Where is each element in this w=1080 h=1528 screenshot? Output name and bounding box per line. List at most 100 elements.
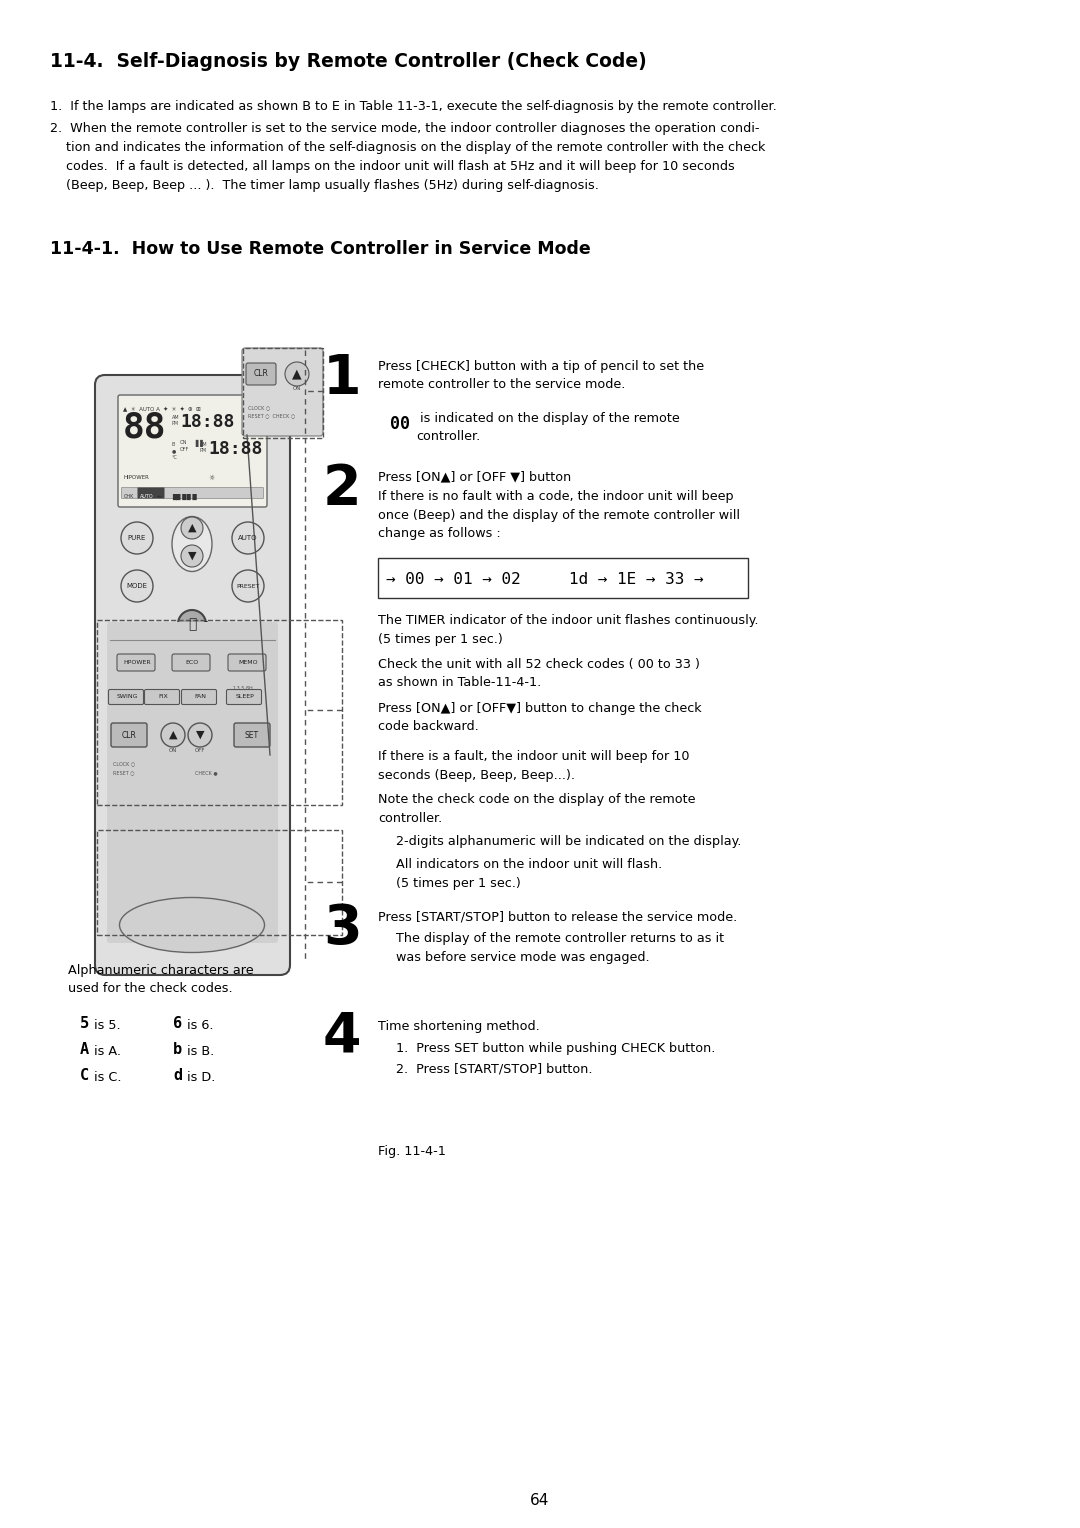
Text: FIX: FIX: [158, 695, 167, 700]
Text: ON: ON: [293, 387, 301, 391]
Text: ▐▐: ▐▐: [192, 440, 203, 448]
Text: 2: 2: [323, 461, 362, 516]
Text: 00: 00: [390, 416, 410, 432]
Text: Press [CHECK] button with a tip of pencil to set the
remote controller to the se: Press [CHECK] button with a tip of penci…: [378, 361, 704, 391]
Text: A: A: [80, 1042, 90, 1057]
Text: 1.  Press SET button while pushing CHECK button.: 1. Press SET button while pushing CHECK …: [396, 1042, 715, 1054]
FancyBboxPatch shape: [137, 487, 164, 498]
Text: 5: 5: [80, 1016, 90, 1031]
Text: 1,3,5,8H: 1,3,5,8H: [232, 686, 253, 691]
Text: is D.: is D.: [187, 1071, 215, 1083]
Text: Fig. 11-4-1: Fig. 11-4-1: [378, 1144, 446, 1158]
Text: If there is a fault, the indoor unit will beep for 10
seconds (Beep, Beep, Beep.: If there is a fault, the indoor unit wil…: [378, 750, 689, 781]
Text: 18:88: 18:88: [208, 440, 262, 458]
Text: FAN: FAN: [194, 695, 206, 700]
Text: 2.  When the remote controller is set to the service mode, the indoor controller: 2. When the remote controller is set to …: [50, 122, 766, 193]
Text: All indicators on the indoor unit will flash.
(5 times per 1 sec.): All indicators on the indoor unit will f…: [396, 859, 662, 889]
Text: 2-digits alphanumeric will be indicated on the display.: 2-digits alphanumeric will be indicated …: [396, 834, 741, 848]
Text: AM
PM: AM PM: [200, 442, 207, 454]
Text: PURE: PURE: [127, 535, 146, 541]
FancyBboxPatch shape: [227, 689, 261, 704]
FancyBboxPatch shape: [145, 689, 179, 704]
Text: Note the check code on the display of the remote
controller.: Note the check code on the display of th…: [378, 793, 696, 825]
Text: 11-4.  Self-Diagnosis by Remote Controller (Check Code): 11-4. Self-Diagnosis by Remote Controlle…: [50, 52, 647, 70]
Text: CLR: CLR: [122, 730, 136, 740]
Text: is B.: is B.: [187, 1045, 214, 1057]
Circle shape: [181, 545, 203, 567]
Text: OFF: OFF: [194, 747, 205, 752]
Text: is indicated on the display of the remote
controller.: is indicated on the display of the remot…: [416, 413, 679, 443]
Text: 18:88: 18:88: [180, 413, 234, 431]
Text: ◄►: ◄►: [156, 494, 163, 500]
Text: CLOCK ○: CLOCK ○: [248, 405, 270, 410]
Text: MEMO: MEMO: [239, 660, 258, 665]
Circle shape: [232, 523, 264, 555]
Text: RESET ○: RESET ○: [113, 770, 135, 775]
Text: 1.  If the lamps are indicated as shown B to E in Table 11-3-1, execute the self: 1. If the lamps are indicated as shown B…: [50, 99, 777, 113]
Text: ON: ON: [168, 747, 177, 752]
Text: → 00 → 01 → 02     1d → 1E → 33 →: → 00 → 01 → 02 1d → 1E → 33 →: [386, 573, 704, 587]
Text: AUTO: AUTO: [140, 494, 153, 500]
FancyBboxPatch shape: [118, 396, 267, 507]
Text: ▲: ▲: [168, 730, 177, 740]
Text: is 6.: is 6.: [187, 1019, 214, 1031]
Text: ▲: ▲: [293, 368, 301, 380]
FancyBboxPatch shape: [121, 487, 264, 498]
Text: Check the unit with all 52 check codes ( 00 to 33 )
as shown in Table-11-4-1.: Check the unit with all 52 check codes (…: [378, 659, 700, 689]
Text: HIPOWER: HIPOWER: [123, 475, 149, 480]
Text: HPOWER: HPOWER: [123, 660, 151, 665]
FancyBboxPatch shape: [111, 723, 147, 747]
Text: If there is no fault with a code, the indoor unit will beep
once (Beep) and the : If there is no fault with a code, the in…: [378, 490, 740, 539]
Text: 4: 4: [323, 1010, 362, 1063]
Circle shape: [285, 362, 309, 387]
Text: The display of the remote controller returns to as it
was before service mode wa: The display of the remote controller ret…: [396, 932, 724, 964]
FancyBboxPatch shape: [234, 723, 270, 747]
Circle shape: [178, 610, 206, 639]
Circle shape: [203, 620, 210, 626]
Text: Alphanumeric characters are
used for the check codes.: Alphanumeric characters are used for the…: [68, 964, 254, 996]
Text: 64: 64: [530, 1493, 550, 1508]
Text: 88: 88: [123, 410, 166, 445]
Text: C: C: [80, 1068, 90, 1083]
Ellipse shape: [172, 516, 212, 571]
Text: Time shortening method.: Time shortening method.: [378, 1021, 540, 1033]
Text: 6: 6: [173, 1016, 183, 1031]
FancyBboxPatch shape: [172, 654, 210, 671]
Text: CHK: CHK: [124, 494, 134, 500]
Text: ☼: ☼: [208, 475, 214, 481]
Text: The TIMER indicator of the indoor unit flashes continuously.
(5 times per 1 sec.: The TIMER indicator of the indoor unit f…: [378, 614, 758, 645]
FancyBboxPatch shape: [242, 348, 323, 435]
Text: 1: 1: [323, 351, 362, 406]
Text: ▼: ▼: [195, 730, 204, 740]
Text: RESET ○  CHECK ○: RESET ○ CHECK ○: [248, 413, 295, 419]
Circle shape: [188, 723, 212, 747]
Text: MODE: MODE: [126, 584, 148, 588]
Text: CHECK ●: CHECK ●: [195, 770, 218, 775]
Text: ▼: ▼: [188, 552, 197, 561]
Circle shape: [181, 516, 203, 539]
Circle shape: [161, 723, 185, 747]
Text: ON
OFF: ON OFF: [180, 440, 189, 452]
Text: SWING: SWING: [117, 695, 138, 700]
Text: PRESET: PRESET: [237, 584, 259, 588]
Text: 11-4-1.  How to Use Remote Controller in Service Mode: 11-4-1. How to Use Remote Controller in …: [50, 240, 591, 258]
Text: 3: 3: [323, 902, 362, 957]
Text: ▲: ▲: [188, 523, 197, 533]
Text: Press [ON▲] or [OFF▼] button to change the check
code backward.: Press [ON▲] or [OFF▼] button to change t…: [378, 701, 702, 733]
Text: Press [START/STOP] button to release the service mode.: Press [START/STOP] button to release the…: [378, 911, 738, 923]
Ellipse shape: [120, 897, 265, 952]
FancyBboxPatch shape: [108, 689, 144, 704]
Text: d: d: [173, 1068, 183, 1083]
FancyBboxPatch shape: [378, 558, 748, 597]
Text: AM
PM: AM PM: [172, 416, 179, 426]
Circle shape: [121, 570, 153, 602]
Text: is C.: is C.: [94, 1071, 121, 1083]
FancyBboxPatch shape: [181, 689, 216, 704]
Text: b: b: [173, 1042, 183, 1057]
Circle shape: [232, 570, 264, 602]
Text: AUTO: AUTO: [239, 535, 258, 541]
FancyBboxPatch shape: [228, 654, 266, 671]
Text: 2.  Press [START/STOP] button.: 2. Press [START/STOP] button.: [396, 1063, 593, 1076]
Text: ⏻: ⏻: [188, 617, 197, 631]
Text: CLOCK ○: CLOCK ○: [113, 761, 135, 766]
